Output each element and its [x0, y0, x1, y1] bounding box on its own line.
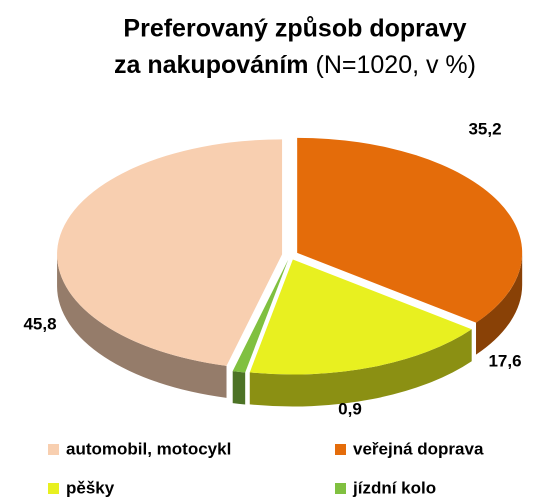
chart-title: Preferovaný způsob dopravy [123, 15, 466, 43]
data-label: 45,8 [23, 314, 56, 333]
slice [297, 137, 523, 323]
slice [249, 259, 472, 375]
legend-swatch [48, 483, 59, 494]
legend-swatch [48, 444, 59, 455]
data-label: 0,9 [338, 399, 362, 418]
slice-side [476, 252, 523, 355]
legend-label: veřejná doprava [353, 439, 484, 458]
slice [57, 139, 283, 366]
legend-label: jízdní kolo [352, 478, 436, 497]
slice-side [232, 371, 246, 405]
legend-label: automobil, motocykl [66, 439, 231, 458]
data-label: 35,2 [468, 119, 501, 138]
slice [232, 259, 289, 373]
pie-sides [57, 252, 523, 407]
legend-swatch [335, 444, 346, 455]
slice-side [249, 329, 472, 407]
chart-title: za nakupováním [114, 51, 309, 79]
legend-label: pěšky [66, 478, 115, 497]
slice-side [57, 254, 227, 398]
chart-subtitle: (N=1020, v %) [316, 51, 477, 79]
chart-title-line: za nakupováním (N=1020, v %) [114, 51, 476, 79]
legend-swatch [335, 483, 346, 494]
data-label: 17,6 [488, 351, 521, 370]
